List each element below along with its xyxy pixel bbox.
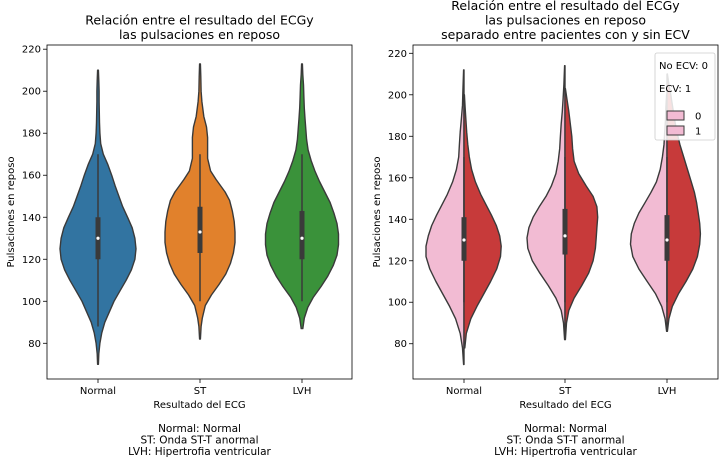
plot-frame <box>412 44 719 380</box>
violin-median-dot <box>462 238 466 242</box>
y-tick-label: 120 <box>388 256 407 267</box>
violin-half-ecv <box>564 87 599 341</box>
violin-median-dot <box>198 230 202 234</box>
y-tick-label: 140 <box>388 215 407 226</box>
x-tick-label: ST <box>559 386 572 397</box>
legend-label: 0 <box>695 112 701 123</box>
y-tick-label: 100 <box>22 297 41 308</box>
chart-panel-2: Relación entre el resultado del ECGylas … <box>372 0 719 458</box>
violin-normal <box>425 69 502 366</box>
violin-iqr-box <box>299 210 305 260</box>
x-tick-label: Normal <box>80 386 116 397</box>
legend: No ECV: 0 ECV: 1 0 1 <box>654 52 716 141</box>
y-tick-label: 140 <box>22 213 41 224</box>
y-tick-label: 80 <box>394 339 407 350</box>
violin-iqr-box <box>562 208 568 255</box>
y-tick-label: 160 <box>22 171 41 182</box>
y-tick-label: 180 <box>22 129 41 140</box>
violin-median-dot <box>665 238 669 242</box>
x-tick-label: ST <box>194 386 207 397</box>
violin-half-ecv <box>463 94 502 349</box>
violin-iqr-box <box>664 215 670 261</box>
legend-note: No ECV: 0 <box>659 61 708 72</box>
y-tick-label: 220 <box>388 49 407 60</box>
legend-swatch <box>666 125 685 136</box>
y-tick-label: 220 <box>22 45 41 56</box>
y-tick-label: 200 <box>22 87 41 98</box>
legend-swatch <box>666 110 685 121</box>
y-tick-label: 160 <box>388 173 407 184</box>
y-tick-label: 200 <box>388 90 407 101</box>
chart-footnote-line: LVH: Hipertrofia ventricular <box>494 446 637 458</box>
x-axis-label: Resultado del ECG <box>153 400 245 411</box>
violin-median-dot <box>563 234 567 238</box>
violin-st <box>164 63 236 340</box>
legend-note: ECV: 1 <box>659 84 691 95</box>
violin-st <box>526 65 599 341</box>
x-tick-label: LVH <box>293 386 312 397</box>
x-axis-label: Resultado del ECG <box>519 400 611 411</box>
chart-footnote-line: Normal: Normal <box>158 423 241 435</box>
plot-frame <box>46 44 353 380</box>
chart-footnote-line: ST: Onda ST-T anormal <box>140 435 258 447</box>
violin-median-dot <box>300 236 304 240</box>
chart-title-line: las pulsaciones en reposo <box>119 27 280 42</box>
violin-lvh <box>264 63 340 330</box>
y-tick-label: 180 <box>388 132 407 143</box>
y-axis-label: Pulsaciones en reposo <box>372 156 383 267</box>
legend-label: 1 <box>695 127 701 138</box>
chart-footnote-line: ST: Onda ST-T anormal <box>506 435 624 447</box>
chart-footnote-line: Normal: Normal <box>524 423 607 435</box>
chart-panel-1: Relación entre el resultado del ECGylas … <box>6 13 353 458</box>
y-tick-label: 80 <box>28 339 41 350</box>
chart-title-line: separado entre pacientes con y sin ECV <box>441 27 690 42</box>
violin-half-no-ecv <box>526 65 566 341</box>
y-axis-label: Pulsaciones en reposo <box>6 156 17 267</box>
violin-half-no-ecv <box>425 69 465 366</box>
chart-footnote-line: LVH: Hipertrofia ventricular <box>128 446 271 458</box>
x-tick-label: LVH <box>658 386 677 397</box>
x-tick-label: Normal <box>446 386 482 397</box>
y-tick-label: 120 <box>22 255 41 266</box>
chart-title-line: Relación entre el resultado del ECGy <box>85 13 314 28</box>
violin-normal <box>59 69 137 365</box>
violin-iqr-box <box>197 206 203 253</box>
chart-title-line: Relación entre el resultado del ECGy <box>451 0 680 13</box>
y-tick-label: 100 <box>388 298 407 309</box>
chart-title-line: las pulsaciones en reposo <box>485 13 646 28</box>
violin-median-dot <box>96 236 100 240</box>
